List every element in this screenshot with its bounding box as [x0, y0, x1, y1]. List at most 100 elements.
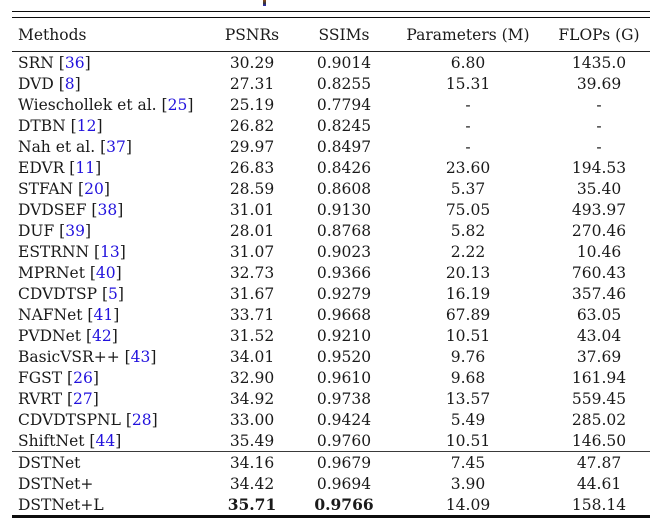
citation-link[interactable]: 12	[76, 116, 97, 135]
citation: [8]	[54, 75, 81, 93]
params-value: 67.89	[445, 305, 491, 324]
results-table: Methods PSNRs SSIMs Parameters (M) FLOPs…	[12, 11, 650, 518]
citation-link[interactable]: 36	[64, 53, 85, 72]
flops-value: 1435.0	[571, 53, 627, 72]
citation-link[interactable]: 26	[73, 368, 93, 387]
method-name: MPRNet	[18, 263, 85, 282]
table-row: MPRNet [40] 32.73 0.9366 20.13 760.43	[12, 262, 650, 283]
citation-close-bracket: ]	[117, 284, 124, 303]
citation-open-bracket: [	[62, 389, 74, 408]
params-value: 10.51	[445, 431, 491, 450]
table-row: EDVR [11] 26.83 0.8426 23.60 194.53	[12, 157, 650, 178]
method-cell: DVDSEF [38]	[12, 199, 204, 220]
ssim-value: 0.8426	[316, 158, 372, 177]
results-table-grid: Methods PSNRs SSIMs Parameters (M) FLOPs…	[12, 18, 650, 515]
citation-link[interactable]: 44	[95, 431, 116, 450]
ssim-value: 0.7794	[316, 95, 372, 114]
citation-link[interactable]: 27	[73, 389, 93, 408]
flops-value: 146.50	[571, 431, 627, 450]
citation-close-bracket: ]	[151, 410, 158, 429]
method-name: DSTNet	[18, 453, 81, 472]
method-name: SRN	[18, 53, 54, 72]
ssim-value: 0.9014	[316, 53, 372, 72]
psnr-value: 26.82	[229, 116, 275, 135]
ssim-value: 0.9738	[316, 389, 372, 408]
citation-link[interactable]: 28	[131, 410, 152, 429]
col-header-methods: Methods	[12, 18, 204, 53]
psnr-value: 31.01	[229, 200, 275, 219]
citation-link[interactable]: 37	[106, 137, 126, 156]
citation: [44]	[85, 431, 122, 450]
citation-open-bracket: [	[81, 326, 92, 345]
citation: [26]	[62, 369, 99, 387]
ssim-value: 0.8245	[316, 116, 372, 135]
flops-value: 158.14	[571, 495, 627, 514]
params-value: 9.76	[450, 347, 486, 366]
params-value: 5.37	[450, 179, 486, 198]
table-bottom-rule	[12, 515, 650, 518]
method-name: DVD	[18, 74, 54, 93]
col-header-psnrs: PSNRs	[204, 18, 300, 53]
table-row: DSTNet+L 35.71 0.9766 14.09 158.14	[12, 494, 650, 515]
method-cell: DSTNet+L	[12, 494, 204, 515]
citation-open-bracket: [	[86, 200, 98, 219]
citation-close-bracket: ]	[115, 431, 122, 450]
col-header-parameters: Parameters (M)	[388, 18, 548, 53]
method-cell: CDVDTSP [5]	[12, 283, 204, 304]
flops-value: 39.69	[576, 74, 622, 93]
citation-link[interactable]: 40	[95, 263, 116, 282]
method-name: FGST	[18, 368, 63, 387]
psnr-value: 32.73	[229, 263, 275, 282]
citation-link[interactable]: 8	[64, 74, 75, 93]
citation-open-bracket: [	[62, 368, 74, 387]
citation-link[interactable]: 41	[93, 305, 114, 324]
citation: [42]	[81, 327, 118, 345]
psnr-value: 34.42	[229, 474, 275, 493]
ssim-value: 0.9130	[316, 200, 372, 219]
flops-value: 47.87	[548, 451, 650, 474]
table-row: Wieschollek et al. [25] 25.19 0.7794 - -	[12, 94, 650, 115]
method-name: EDVR	[18, 158, 65, 177]
params-value: 5.82	[450, 221, 486, 240]
citation-close-bracket: ]	[103, 179, 110, 198]
citation-close-bracket: ]	[119, 242, 126, 261]
citation-link[interactable]: 20	[84, 179, 104, 198]
citation-link[interactable]: 25	[167, 95, 188, 114]
method-cell: DUF [39]	[12, 220, 204, 241]
citation-open-bracket: [	[120, 410, 132, 429]
citation-open-bracket: [	[156, 95, 168, 114]
citation-close-bracket: ]	[92, 368, 99, 387]
params-value: -	[465, 95, 471, 114]
table-row: DSTNet+ 34.42 0.9694 3.90 44.61	[12, 473, 650, 494]
method-cell: NAFNet [41]	[12, 304, 204, 325]
method-name: Wieschollek et al.	[18, 95, 157, 114]
psnr-value: 34.16	[204, 451, 300, 474]
citation-link[interactable]: 43	[130, 347, 151, 366]
ssim-value: 0.9679	[300, 451, 388, 474]
citation-link[interactable]: 13	[100, 242, 120, 261]
citation-link[interactable]: 5	[108, 284, 118, 303]
method-name: DSTNet+L	[18, 495, 104, 514]
params-value: 16.19	[445, 284, 491, 303]
flops-value: 35.40	[576, 179, 622, 198]
citation-close-bracket: ]	[150, 347, 157, 366]
psnr-value: 33.00	[229, 410, 275, 429]
citation-link[interactable]: 38	[97, 200, 118, 219]
citation-link[interactable]: 42	[92, 326, 112, 345]
method-cell: Nah et al. [37]	[12, 136, 204, 157]
flops-value: 43.04	[576, 326, 622, 345]
psnr-value: 26.83	[229, 158, 275, 177]
method-name: DSTNet+	[18, 474, 94, 493]
ssim-value: 0.8608	[316, 179, 372, 198]
citation-close-bracket: ]	[117, 200, 124, 219]
citation-link[interactable]: 11	[75, 158, 96, 177]
citation: [25]	[157, 96, 194, 114]
citation-link[interactable]: 39	[65, 221, 85, 240]
citation: [27]	[62, 390, 99, 408]
flops-value: -	[596, 95, 602, 114]
params-value: 75.05	[445, 200, 491, 219]
table-row: PVDNet [42] 31.52 0.9210 10.51 43.04	[12, 325, 650, 346]
params-value: 6.80	[450, 53, 486, 72]
psnr-value: 31.52	[229, 326, 275, 345]
